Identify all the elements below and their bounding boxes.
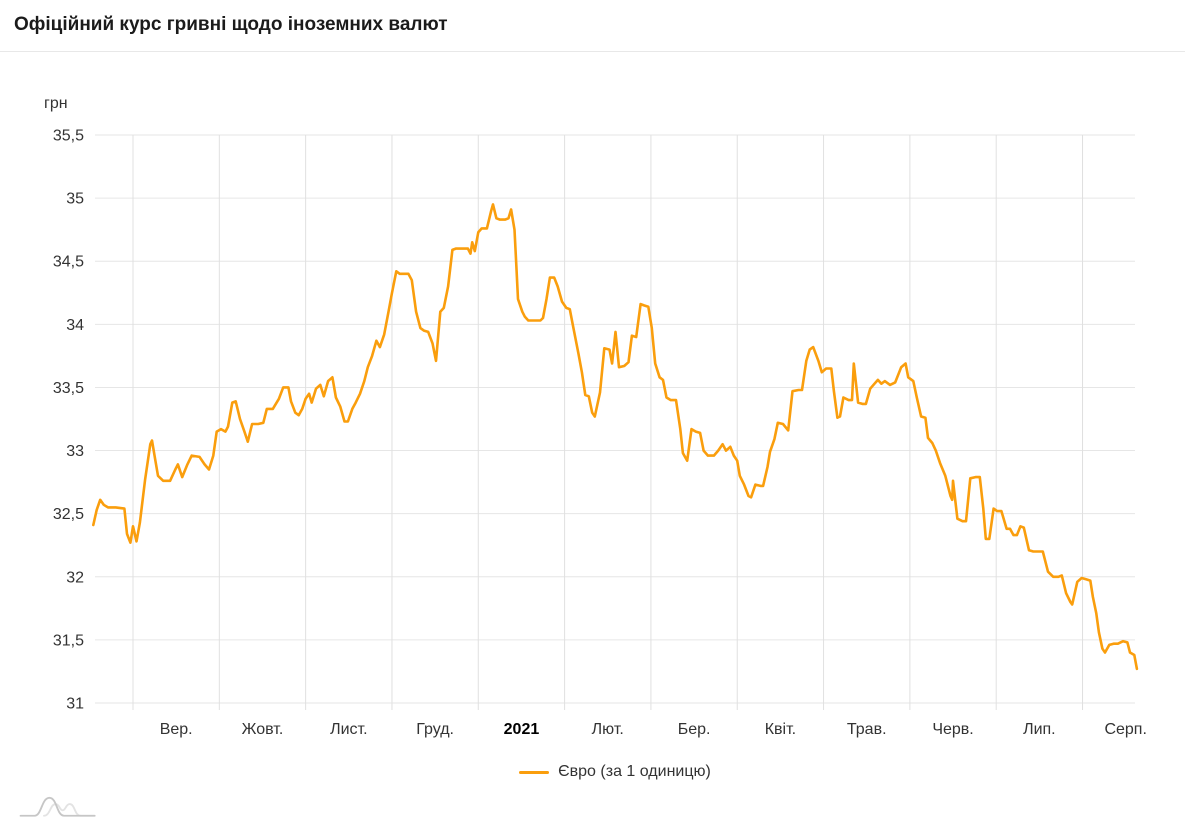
y-axis-tick-label: 32,5 xyxy=(53,506,84,523)
x-axis-tick-label: Лют. xyxy=(592,721,624,738)
legend-line-marker-icon xyxy=(519,770,550,774)
wave-chart-logo-icon xyxy=(19,796,96,817)
x-axis-tick-label: Вер. xyxy=(160,721,193,738)
y-axis-tick-label: 35,5 xyxy=(53,128,84,145)
x-axis-tick-label: Бер. xyxy=(678,721,711,738)
legend-item-euro[interactable]: Євро (за 1 одиницю) xyxy=(95,762,1135,782)
x-axis-tick-label: Груд. xyxy=(416,721,454,738)
x-axis-tick-label: Черв. xyxy=(932,721,973,738)
y-axis-tick-label: 34 xyxy=(66,317,84,334)
y-axis-tick-label: 33,5 xyxy=(53,380,84,397)
x-axis-tick-label: Квіт. xyxy=(765,721,796,738)
y-axis-tick-label: 35 xyxy=(66,191,84,208)
y-axis-tick-label: 31,5 xyxy=(53,632,84,649)
y-axis-tick-label: 31 xyxy=(66,696,84,713)
x-axis-tick-label: Лист. xyxy=(330,721,367,738)
x-axis-tick-label: Лип. xyxy=(1023,721,1056,738)
y-axis-tick-label: 34,5 xyxy=(53,254,84,271)
y-axis-unit-label: грн xyxy=(44,95,68,112)
y-axis-tick-label: 32 xyxy=(66,569,84,586)
legend-label: Євро (за 1 одиницю) xyxy=(558,763,711,780)
x-axis-tick-label: Серп. xyxy=(1104,721,1146,738)
series-line-euro[interactable] xyxy=(92,203,1139,671)
exchange-rate-chart-canvas[interactable]: 35,5 35 34,5 34 33,5 33 32,5 32 31,5 31 Вер. Жовт. Л… xyxy=(0,0,1185,760)
header: Офіційний курс гривні щодо іноземних вал… xyxy=(0,0,1185,52)
x-axis-tick-label: Трав. xyxy=(847,721,887,738)
page-title: Офіційний курс гривні щодо іноземних вал… xyxy=(14,14,448,35)
x-axis-tick-label: Жовт. xyxy=(242,721,284,738)
y-axis-tick-label: 33 xyxy=(66,443,84,460)
x-axis-tick-label: 2021 xyxy=(504,721,540,738)
